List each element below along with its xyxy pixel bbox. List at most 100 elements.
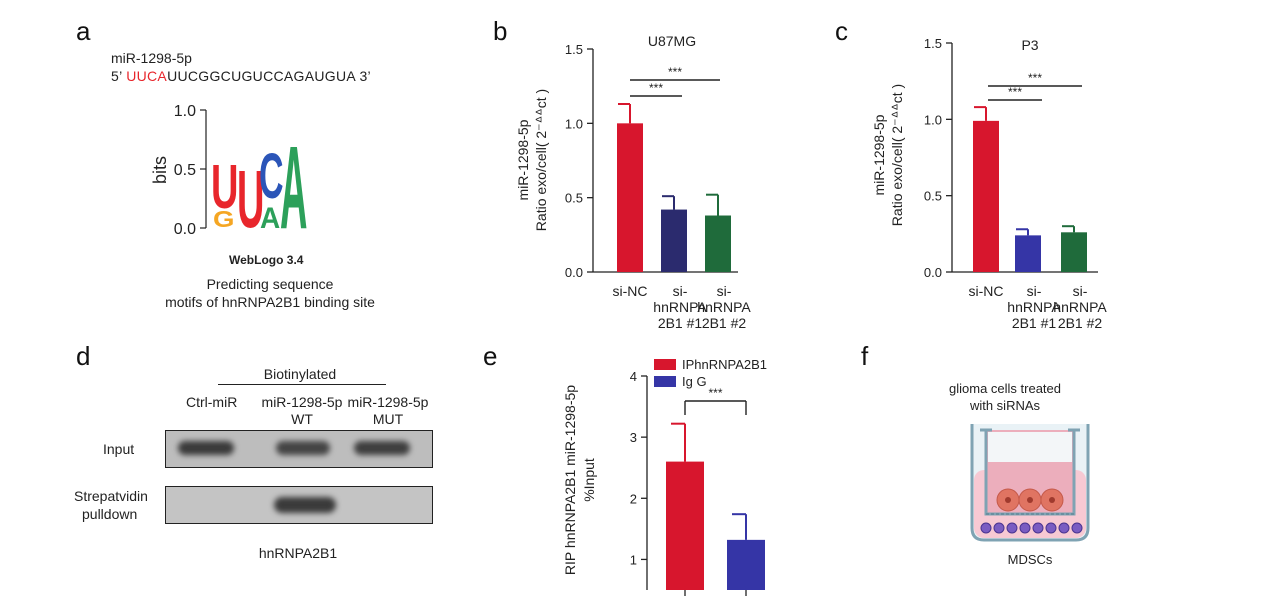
transwell-title1: glioma cells treated [949, 381, 1061, 396]
sequence-rest: UUCGGCUGUCCAGAUGUA [167, 68, 356, 84]
lane-wt-name: miR-1298-5p [261, 394, 343, 410]
lane-mut: MUT [372, 411, 404, 427]
biotinylated-bracket [218, 384, 386, 385]
x-tick-label: si-NC [613, 283, 648, 299]
x-tick-label: si-NC [969, 283, 1004, 299]
x-tick-label: si- [1073, 283, 1088, 299]
significance-label: *** [649, 81, 663, 95]
x-tick-label: hnRNPA [1053, 299, 1107, 315]
caption-line1: Predicting sequence [206, 276, 334, 292]
logo-letter: A [260, 202, 280, 235]
x-tick-label: hnRNPA [653, 299, 707, 315]
panel-label-e: e [483, 341, 498, 371]
y-axis-label: miR-1298-5p [515, 119, 531, 200]
significance-label: *** [1008, 85, 1022, 99]
bar [973, 120, 999, 272]
y-tick-label: 1.0 [565, 116, 583, 131]
x-tick-label: 2B1 #2 [1058, 315, 1103, 331]
logo-letter: A [280, 122, 307, 254]
y-tick-label: 1.5 [924, 36, 942, 51]
lane-ctrl-mir: Ctrl-miR [186, 394, 238, 410]
y-tick-label: 1.5 [565, 42, 583, 57]
legend-label: Ig G [682, 374, 707, 389]
x-tick-label: 2B1 #2 [702, 315, 747, 331]
blot-pulldown [165, 486, 433, 524]
x-tick-label: 2B1 #1 [1012, 315, 1057, 331]
logo-letter: C [259, 141, 284, 212]
x-tick-label: hnRNPA [1007, 299, 1061, 315]
logo-ylabel: bits [150, 156, 170, 184]
panel-label-b: b [493, 16, 508, 46]
y-tick-label: 1.0 [924, 112, 942, 127]
significance-label: *** [668, 65, 682, 79]
logo-letter: U [237, 153, 264, 245]
significance-label: *** [708, 386, 722, 400]
x-tick-label: hnRNPA [697, 299, 751, 315]
row-input-label: Input [103, 441, 135, 457]
legend-swatch [654, 359, 676, 370]
blot-caption: hnRNPA2B1 [258, 545, 338, 561]
lane-wt: WT [291, 411, 313, 427]
chart-rip: 1 2 3 4 RIP hnRNPA2B1 miR-1298-5p %Input *** IP… [562, 357, 767, 596]
insert-medium-top [988, 432, 1072, 462]
logo-axis [200, 109, 207, 229]
mdsc-label: MDSCs [1007, 552, 1053, 567]
y-tick-label: 0.0 [924, 265, 942, 280]
lane-mut-name: miR-1298-5p [347, 394, 429, 410]
logo-letter: U [211, 151, 238, 221]
y-tick-label: 2 [630, 491, 637, 506]
y-tick-label: 0.5 [565, 191, 583, 206]
significance-label: *** [1028, 71, 1042, 85]
bar [661, 209, 687, 272]
y-tick-label: 0.0 [565, 265, 583, 280]
logo-tick: 1.0 [174, 103, 196, 120]
mirna-sequence: 5’ UUCAUUCGGCUGUCCAGAUGUA 3’ [111, 68, 371, 84]
panel-label-f: f [861, 341, 869, 371]
y-tick-label: 0.5 [924, 189, 942, 204]
y-tick-label: 1 [630, 552, 637, 567]
logo-tick: 0.5 [174, 162, 196, 179]
caption-line2: motifs of hnRNPA2B1 binding site [165, 294, 375, 310]
y-axis-label: miR-1298-5p [871, 114, 887, 195]
legend-swatch [654, 376, 676, 387]
x-tick-label: si- [673, 283, 688, 299]
x-tick-label: si- [717, 283, 732, 299]
transwell-title2: with siRNAs [969, 398, 1041, 413]
chart-p3: 0.0 0.5 1.0 1.5 si-NC si-hnRNPA2B1 #1 si-hnRNP… [871, 36, 1107, 331]
legend-label: IPhnRNPA2B1 [682, 357, 767, 372]
panel-label-a: a [76, 16, 91, 46]
chart-title: P3 [1021, 37, 1038, 53]
weblogo-label: WebLogo 3.4 [229, 253, 304, 267]
sequence-motif: UUCA [126, 68, 168, 84]
bar [1061, 232, 1087, 272]
bar [1015, 235, 1041, 272]
y-axis-label: Ratio exo/cell( 2⁻ᐞᐞct ) [889, 84, 905, 226]
bar [617, 123, 643, 272]
prime3-label: 3’ [359, 68, 371, 84]
x-tick-label: 2B1 #1 [658, 315, 703, 331]
sequence-logo: 1.0 0.5 0.0 bits U G U C A A [150, 103, 307, 254]
logo-letter: G [213, 207, 234, 232]
y-tick-label: 4 [630, 369, 637, 384]
y-axis-label: %Input [581, 458, 597, 502]
chart-title: U87MG [648, 33, 696, 49]
row-strep-label1: Strepatvidin [74, 488, 148, 504]
biotinylated-header: Biotinylated [263, 366, 337, 382]
blot-input [165, 430, 433, 468]
bar [727, 539, 765, 590]
bar [666, 461, 704, 590]
transwell-diagram [970, 424, 1090, 542]
y-tick-label: 3 [630, 430, 637, 445]
chart-u87mg: 0.0 0.5 1.0 1.5 si-NC si-hnRNPA2B1 #1 si-hnRNP… [515, 33, 751, 331]
panel-label-d: d [76, 341, 91, 371]
bar [705, 215, 731, 272]
row-strep-label2: pulldown [82, 506, 138, 522]
logo-tick: 0.0 [174, 221, 196, 238]
x-tick-label: si- [1027, 283, 1042, 299]
panel-label-c: c [835, 16, 848, 46]
mdsc-cells [980, 522, 1083, 534]
prime5-label: 5’ [111, 68, 122, 84]
y-axis-label: RIP hnRNPA2B1 miR-1298-5p [562, 385, 578, 575]
y-axis-label: Ratio exo/cell( 2⁻ᐞᐞct ) [533, 89, 549, 231]
mirna-name: miR-1298-5p [111, 50, 192, 66]
